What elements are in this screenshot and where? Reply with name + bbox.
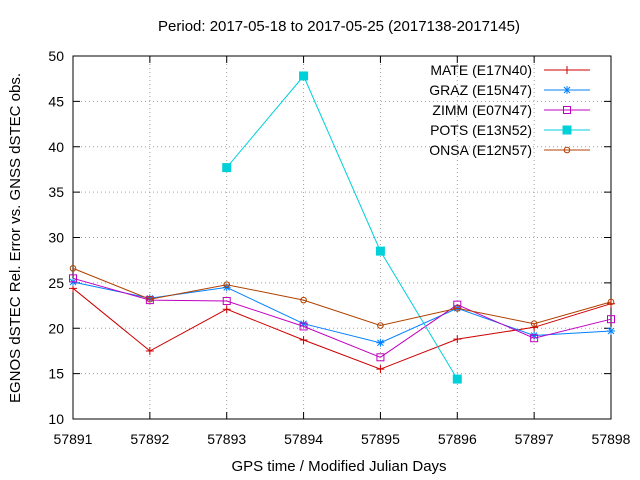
legend-label-zimm: ZIMM (E07N47): [432, 102, 532, 118]
data-point-mate: [530, 323, 539, 332]
series-onsa: [69, 265, 615, 329]
data-point-onsa: [530, 320, 538, 328]
legend-marker-mate: [563, 66, 571, 74]
data-point-onsa: [300, 296, 307, 304]
data-point-pots: [299, 71, 309, 81]
data-point-onsa: [146, 295, 154, 303]
y-tick-label: 20: [48, 320, 64, 336]
legend-item-mate: MATE (E17N40): [430, 62, 590, 78]
series-zimm: [69, 274, 615, 362]
grid-lines: [73, 56, 611, 419]
chart-title: Period: 2017-05-18 to 2017-05-25 (201713…: [158, 18, 520, 35]
legend-label-pots: POTS (E13N52): [430, 122, 532, 138]
x-tick-label: 57891: [54, 431, 93, 447]
legend-label-graz: GRAZ (E15N47): [429, 82, 532, 98]
data-point-mate: [222, 305, 231, 314]
y-tick-label: 25: [48, 275, 64, 291]
y-tick-label: 45: [48, 93, 64, 109]
legend-marker-pots: [562, 125, 572, 135]
y-axis-label: EGNOS dSTEC Rel. Error vs. GNSS dSTEC ob…: [7, 73, 24, 403]
legend-marker-zimm: [563, 106, 571, 114]
legend-marker-graz: [563, 86, 571, 94]
data-point-onsa: [223, 281, 231, 288]
data-point-pots: [375, 246, 385, 256]
data-point-onsa: [453, 304, 461, 312]
data-point-pots: [452, 374, 462, 384]
data-point-zimm: [607, 315, 615, 324]
series-line-mate: [72, 287, 612, 370]
data-point-mate: [453, 335, 462, 344]
legend-item-graz: GRAZ (E15N47): [429, 82, 590, 98]
legend-item-zimm: ZIMM (E07N47): [432, 102, 590, 118]
series-pots: [222, 71, 462, 384]
data-point-zimm: [222, 297, 231, 306]
x-tick-label: 57897: [515, 431, 554, 447]
data-point-zimm: [69, 274, 77, 283]
legend-label-onsa: ONSA (E12N57): [429, 142, 532, 158]
y-tick-label: 50: [48, 48, 64, 64]
legend-item-pots: POTS (E13N52): [430, 122, 590, 138]
data-point-zimm: [530, 334, 539, 343]
data-point-mate: [299, 336, 308, 345]
data-point-graz: [299, 319, 308, 328]
x-tick-label: 57895: [361, 431, 400, 447]
data-point-graz: [145, 294, 154, 303]
data-point-onsa: [377, 322, 384, 329]
data-point-pots: [222, 163, 232, 173]
legend: MATE (E17N40) GRAZ (E15N47) ZIMM (E07N47) P…: [429, 62, 590, 158]
legend-item-onsa: ONSA (E12N57): [429, 142, 590, 158]
series-line-pots: [226, 75, 458, 380]
x-tick-label: 57896: [438, 431, 477, 447]
y-tick-label: 10: [48, 411, 64, 427]
data-point-graz: [376, 338, 385, 347]
series-line-zimm: [72, 277, 612, 358]
x-tick-label: 57894: [284, 431, 323, 447]
data-point-graz: [607, 326, 615, 335]
x-tick-label: 57898: [592, 431, 631, 447]
data-point-mate: [145, 346, 154, 355]
legend-marker-onsa: [563, 146, 571, 154]
y-tick-label: 40: [48, 139, 64, 155]
x-tick-label: 57892: [130, 431, 169, 447]
data-point-graz: [530, 331, 539, 340]
y-tick-label: 35: [48, 184, 64, 200]
data-point-onsa: [69, 265, 77, 272]
data-point-onsa: [607, 298, 615, 306]
x-axis-label: GPS time / Modified Julian Days: [231, 458, 446, 475]
data-point-mate: [376, 365, 385, 374]
legend-label-mate: MATE (E17N40): [430, 62, 532, 78]
y-tick-label: 15: [48, 366, 64, 382]
series-line-onsa: [72, 267, 612, 327]
data-point-zimm: [376, 353, 385, 362]
series-group: [69, 71, 615, 384]
data-point-zimm: [299, 322, 308, 331]
series-mate: [69, 284, 615, 374]
plot-frame: [72, 55, 612, 420]
axes: 57891 57892 57893 57894 57895 57896 57897 57898…: [48, 48, 630, 447]
x-tick-label: 57893: [207, 431, 246, 447]
y-tick-label: 30: [48, 230, 64, 246]
